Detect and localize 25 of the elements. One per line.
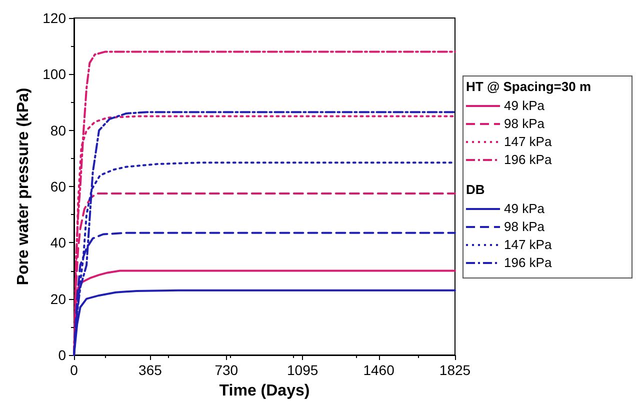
legend-label: 49 kPa	[504, 98, 546, 113]
legend-label: 147 kPa	[504, 237, 552, 252]
y-tick-label: 100	[42, 66, 66, 82]
legend-label: 98 kPa	[504, 116, 546, 131]
x-tick-label: 0	[70, 362, 78, 378]
x-tick-label: 365	[138, 362, 162, 378]
x-axis-title: Time (Days)	[219, 382, 310, 400]
y-tick-label: 60	[50, 178, 66, 194]
x-tick-label: 1825	[439, 362, 471, 378]
legend-label: 147 kPa	[504, 134, 552, 149]
y-tick-label: 120	[42, 10, 66, 26]
x-tick-label: 1460	[363, 362, 395, 378]
y-axis-title: Pore water pressure (kPa)	[15, 88, 32, 286]
y-tick-label: 40	[50, 234, 66, 251]
text: HT @ Spacing=30 m	[466, 79, 592, 94]
legend-label: 98 kPa	[504, 219, 546, 234]
text: DB	[466, 182, 485, 197]
y-tick-label: 0	[58, 347, 66, 363]
y-tick-label: 80	[50, 122, 66, 138]
legend-label: 196 kPa	[504, 255, 552, 270]
legend-label: 49 kPa	[504, 201, 546, 216]
legend-label: 196 kPa	[504, 152, 552, 167]
y-tick-label: 20	[50, 290, 66, 307]
x-tick-label: 730	[214, 362, 238, 378]
x-tick-label: 1095	[287, 362, 318, 378]
